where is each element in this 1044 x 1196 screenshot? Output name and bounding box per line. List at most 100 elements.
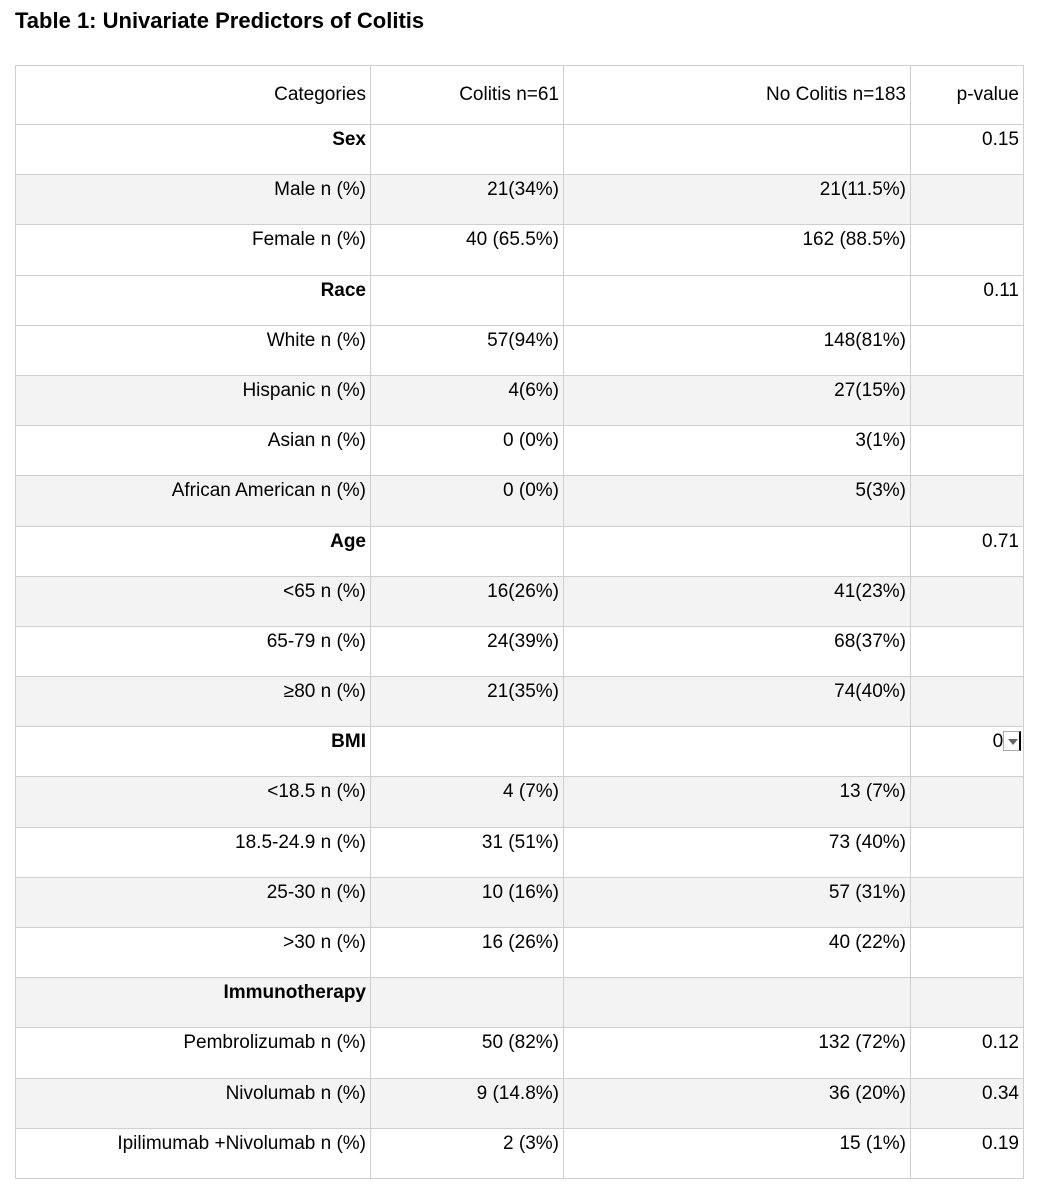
table-row: >30 n (%) 16 (26%) 40 (22%) (15, 926, 1024, 979)
table-cell: Age (15, 525, 371, 577)
table-cell: Male n (%) (15, 174, 371, 226)
table-row: 65-79 n (%) 24(39%) 68(37%) (15, 625, 1024, 678)
table-row: Hispanic n (%) 4(6%) 27(15%) (15, 374, 1024, 427)
header-cell: No Colitis n=183 (563, 65, 911, 125)
table-cell: 74(40%) (563, 676, 911, 728)
table-cell: 40 (22%) (563, 926, 911, 979)
table-row: Immunotherapy (15, 977, 1024, 1029)
table-cell (563, 726, 911, 778)
table-cell (563, 123, 911, 176)
header-cell: Categories (15, 65, 371, 125)
table-cell: 16(26%) (370, 575, 564, 627)
table-row: 18.5-24.9 n (%) 31 (51%) 73 (40%) (15, 826, 1024, 878)
table-cell (563, 977, 911, 1029)
table-cell: Asian n (%) (15, 425, 371, 477)
table-cell (910, 324, 1024, 376)
table-cell (910, 676, 1024, 728)
table-cell: 0.11 (910, 274, 1024, 326)
table-cell: 0.19 (910, 1127, 1024, 1179)
table-row: Race 0.11 (15, 274, 1024, 326)
table-cell: Race (15, 274, 371, 326)
table-cell: 21(35%) (370, 676, 564, 728)
table-cell: African American n (%) (15, 475, 371, 527)
table-cell (563, 274, 911, 326)
table-cell: 0.12 (910, 1027, 1024, 1079)
table-cell: 68(37%) (563, 625, 911, 678)
table-cell: >30 n (%) (15, 926, 371, 979)
table-cell: 18.5-24.9 n (%) (15, 826, 371, 878)
table-row: Female n (%) 40 (65.5%) 162 (88.5%) (15, 224, 1024, 276)
table-cell: <18.5 n (%) (15, 776, 371, 828)
table-cell: 132 (72%) (563, 1027, 911, 1079)
table-row: <18.5 n (%) 4 (7%) 13 (7%) (15, 776, 1024, 828)
table-row: Ipilimumab +Nivolumab n (%) 2 (3%) 15 (1%)… (15, 1127, 1024, 1179)
table-cell: Female n (%) (15, 224, 371, 276)
table-cell: 4 (7%) (370, 776, 564, 828)
header-row: Categories Colitis n=61 No Colitis n=183 p-… (15, 65, 1024, 125)
table-cell: 0.71 (910, 525, 1024, 577)
table-cell (910, 224, 1024, 276)
table-cell (910, 625, 1024, 678)
table-cell: Ipilimumab +Nivolumab n (%) (15, 1127, 371, 1179)
table-cell: 25-30 n (%) (15, 876, 371, 929)
header-cell: Colitis n=61 (370, 65, 564, 125)
table-cell: 73 (40%) (563, 826, 911, 878)
table-row: 25-30 n (%) 10 (16%) 57 (31%) (15, 876, 1024, 929)
table-cell: 57 (31%) (563, 876, 911, 929)
table-cell (370, 977, 564, 1029)
table-cell: 5(3%) (563, 475, 911, 527)
table-cell (563, 525, 911, 577)
table-cell: 0 (0%) (370, 425, 564, 477)
table-cell (910, 876, 1024, 929)
table-cell: 40 (65.5%) (370, 224, 564, 276)
table-cell (370, 525, 564, 577)
table-row: Pembrolizumab n (%) 50 (82%) 132 (72%) 0.12 (15, 1027, 1024, 1079)
table-row: Nivolumab n (%) 9 (14.8%) 36 (20%) 0.34 (15, 1077, 1024, 1129)
table-cell: 36 (20%) (563, 1077, 911, 1129)
table-cell: Hispanic n (%) (15, 374, 371, 427)
table-cell (910, 174, 1024, 226)
table-cell (910, 425, 1024, 477)
table-cell: 21(11.5%) (563, 174, 911, 226)
table-title: Table 1: Univariate Predictors of Coliti… (15, 8, 425, 33)
table-cell: 13 (7%) (563, 776, 911, 828)
table-cell: <65 n (%) (15, 575, 371, 627)
table-cell: 0.1 (910, 726, 1024, 778)
table-cell: 2 (3%) (370, 1127, 564, 1179)
table-row: Sex 0.15 (15, 123, 1024, 176)
table-cell: 15 (1%) (563, 1127, 911, 1179)
table-cell: 0.34 (910, 1077, 1024, 1129)
table-cell (910, 977, 1024, 1029)
table-cell (370, 274, 564, 326)
table-cell: Pembrolizumab n (%) (15, 1027, 371, 1079)
data-table: Categories Colitis n=61 No Colitis n=183 p-… (15, 65, 1024, 1179)
table-cell: 10 (16%) (370, 876, 564, 929)
table-cell: 27(15%) (563, 374, 911, 427)
dropdown-icon (1003, 731, 1021, 752)
table-cell: Nivolumab n (%) (15, 1077, 371, 1129)
table-cell: 41(23%) (563, 575, 911, 627)
table-cell: 148(81%) (563, 324, 911, 376)
table-cell: 50 (82%) (370, 1027, 564, 1079)
table-cell: 31 (51%) (370, 826, 564, 878)
table-cell (370, 123, 564, 176)
table-cell: 0 (0%) (370, 475, 564, 527)
table-row: ≥80 n (%) 21(35%) 74(40%) (15, 676, 1024, 728)
table-cell: 16 (26%) (370, 926, 564, 979)
table-cell (910, 926, 1024, 979)
table-cell (910, 826, 1024, 878)
table-cell: 0.15 (910, 123, 1024, 176)
table-cell: 24(39%) (370, 625, 564, 678)
table-cell: 3(1%) (563, 425, 911, 477)
table-cell (910, 575, 1024, 627)
table-cell: 162 (88.5%) (563, 224, 911, 276)
table-cell: 65-79 n (%) (15, 625, 371, 678)
table-cell: 4(6%) (370, 374, 564, 427)
table-row: White n (%) 57(94%) 148(81%) (15, 324, 1024, 376)
table-cell: Immunotherapy (15, 977, 371, 1029)
table-cell (370, 726, 564, 778)
table-cell: ≥80 n (%) (15, 676, 371, 728)
table-row: BMI 0.1 (15, 726, 1024, 778)
header-cell: p-value (910, 65, 1024, 125)
